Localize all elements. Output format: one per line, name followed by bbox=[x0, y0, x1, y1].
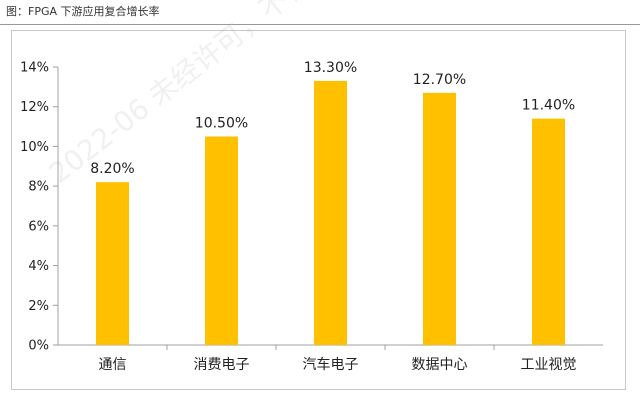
chart-frame bbox=[11, 30, 626, 390]
x-tick-label: 汽车电子 bbox=[303, 356, 359, 373]
x-tick-label: 消费电子 bbox=[194, 357, 250, 373]
y-tick-label: 12% bbox=[20, 100, 49, 115]
data-label: 12.70% bbox=[413, 72, 466, 88]
bar bbox=[314, 80, 347, 346]
bar bbox=[96, 182, 129, 345]
y-axis-ticks: 0% 2% 4% 6% 8% 10% 12% 14% bbox=[20, 61, 58, 354]
caption-divider bbox=[0, 24, 640, 25]
y-tick-label: 4% bbox=[28, 259, 49, 274]
bar bbox=[205, 136, 238, 345]
data-label: 13.30% bbox=[304, 60, 357, 76]
bar bbox=[532, 118, 565, 345]
x-tick-label: 通信 bbox=[99, 357, 127, 373]
category-labels: 通信 消费电子 汽车电子 数据中心 工业视觉 bbox=[99, 356, 577, 373]
x-tick-label: 数据中心 bbox=[412, 357, 468, 373]
data-labels: 8.20% 10.50% 13.30% 12.70% 11.40% bbox=[90, 60, 575, 177]
y-tick-label: 2% bbox=[28, 299, 49, 314]
bars bbox=[96, 80, 565, 346]
data-label: 10.50% bbox=[195, 116, 248, 132]
y-tick-label: 0% bbox=[28, 339, 49, 354]
y-tick-label: 10% bbox=[20, 140, 49, 155]
x-axis bbox=[58, 344, 603, 350]
data-label: 11.40% bbox=[522, 98, 575, 114]
bar bbox=[423, 92, 456, 345]
figure-caption: 图：FPGA 下游应用复合增长率 bbox=[6, 5, 160, 18]
y-tick-label: 8% bbox=[28, 180, 49, 195]
y-tick-label: 14% bbox=[20, 61, 49, 76]
data-label: 8.20% bbox=[90, 161, 134, 177]
y-tick-label: 6% bbox=[28, 219, 49, 234]
x-tick-label: 工业视觉 bbox=[521, 357, 577, 373]
